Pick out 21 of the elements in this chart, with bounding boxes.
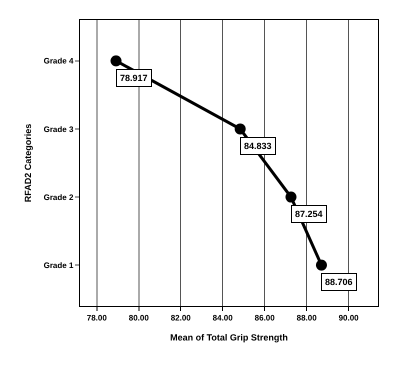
data-label: 88.706 [325, 277, 353, 287]
x-axis-title: Mean of Total Grip Strength [170, 332, 288, 342]
y-tick-label: Grade 2 [44, 192, 74, 202]
data-label: 78.917 [120, 73, 148, 83]
point [285, 192, 296, 203]
y-tick-label: Grade 4 [44, 56, 74, 66]
x-tick-label: 86.00 [254, 314, 276, 323]
x-tick-label: 90.00 [338, 314, 360, 323]
point [110, 55, 122, 66]
x-tick-label: 78.00 [86, 314, 108, 323]
x-tick-label: 88.00 [296, 314, 318, 323]
data-label: 84.833 [244, 141, 272, 151]
x-tick-label: 80.00 [128, 314, 150, 323]
x-tick-label: 84.00 [212, 314, 234, 323]
data-label: 87.254 [295, 209, 323, 219]
x-tick-label: 82.00 [170, 314, 192, 323]
point [234, 123, 246, 134]
y-tick-label: Grade 3 [44, 124, 74, 134]
y-axis-title: RFAD2 Categories [22, 124, 33, 202]
y-tick-label: Grade 1 [44, 260, 74, 270]
point [316, 260, 327, 271]
